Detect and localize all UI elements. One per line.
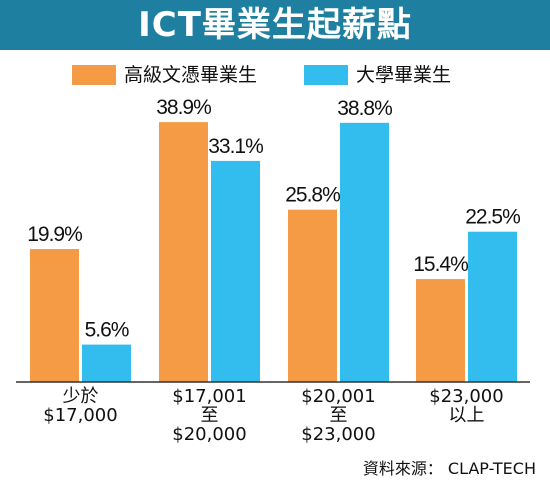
bar-university-3 [468,231,517,382]
category-label-2-line-0: $20,001 [301,386,375,407]
legend-label-university: 大學畢業生 [356,64,452,86]
title-bar: ICT畢業生起薪點 [0,0,550,50]
bar-university-1 [211,160,260,382]
source-note: 資料來源： CLAP-TECH [362,459,536,478]
category-label-1-line-2: $20,000 [172,424,246,445]
data-label-diploma-3: 15.4% [413,253,468,276]
legend-label-diploma: 高級文憑畢業生 [124,64,258,86]
bar-diploma-1 [159,122,208,382]
data-label-university-2: 38.8% [337,97,392,120]
legend-swatch-diploma [72,65,116,85]
bar-diploma-0 [30,249,79,382]
legend-swatch-university [304,65,348,85]
chart-title: ICT畢業生起薪點 [138,5,412,45]
bar-university-0 [82,344,131,382]
category-label-3-line-0: $23,000 [429,386,503,407]
category-label-2-line-2: $23,000 [301,424,375,445]
category-label-3-line-1: 以上 [449,405,485,426]
data-label-university-1: 33.1% [208,135,263,158]
legend: 高級文憑畢業生 大學畢業生 [0,62,550,88]
category-label-1-line-1: 至 [201,405,219,426]
bar-diploma-2 [288,209,337,382]
data-label-diploma-0: 19.9% [27,223,82,246]
data-label-university-0: 5.6% [85,319,129,342]
bar-university-2 [340,122,389,382]
category-label-1-line-0: $17,001 [172,386,246,407]
data-label-university-3: 22.5% [465,206,520,229]
data-label-diploma-1: 38.9% [156,96,211,119]
category-label-2-line-1: 至 [330,405,348,426]
data-label-diploma-2: 25.8% [285,184,340,207]
bar-diploma-3 [416,279,465,382]
category-label-0-line-0: 少於 [63,386,99,407]
category-label-0-line-1: $17,000 [43,405,117,426]
